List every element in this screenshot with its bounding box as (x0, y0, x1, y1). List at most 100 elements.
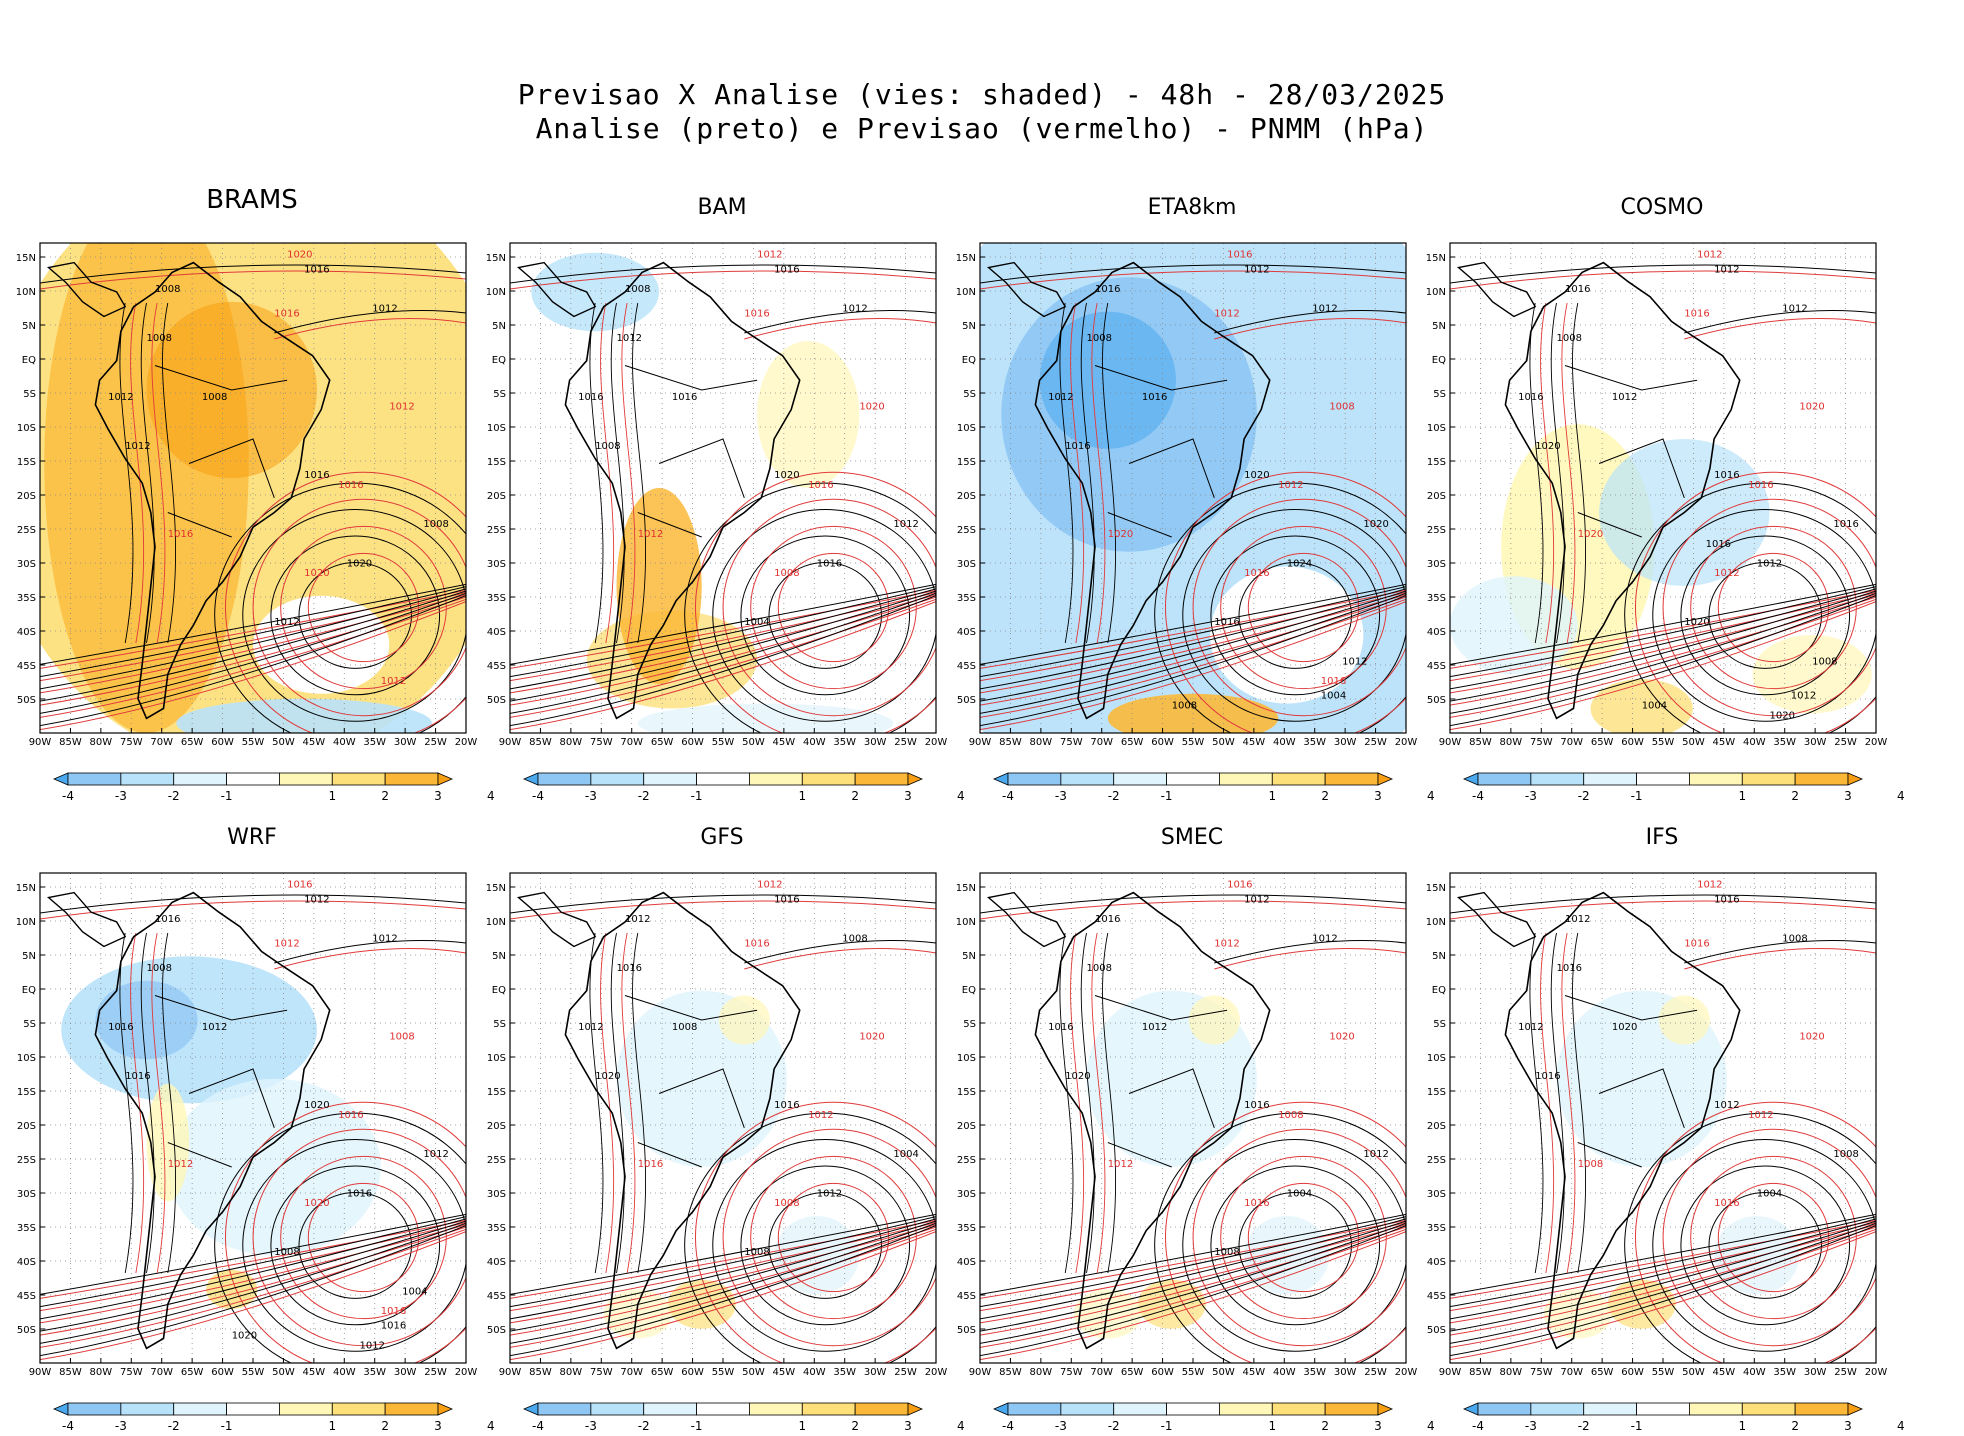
colorbar-label: -1 (221, 789, 233, 803)
longitude-tick-label: 85W (999, 1367, 1022, 1378)
isobar-label-analysis: 1016 (304, 264, 329, 275)
latitude-tick-label: 10N (956, 917, 976, 928)
colorbar-label: 3 (434, 789, 442, 803)
longitude-tick-label: 50W (1212, 1367, 1235, 1378)
colorbar-label: -2 (638, 789, 650, 803)
latitude-tick-label: 50S (487, 695, 506, 706)
latitude-tick-label: 30S (1427, 559, 1446, 570)
isobar-label-analysis: 1012 (423, 1149, 448, 1160)
longitude-tick-label: 50W (272, 737, 295, 748)
isobar-label-forecast: 1012 (1108, 1159, 1133, 1170)
colorbar-label: 2 (1791, 789, 1799, 803)
latitude-tick-label: 45S (1427, 661, 1446, 672)
panel-title: BAM (697, 195, 747, 220)
colorbar-label: -1 (221, 1419, 233, 1433)
longitude-tick-label: 80W (90, 1367, 113, 1378)
isobar-label-analysis: 1012 (372, 934, 397, 945)
latitude-tick-label: 35S (17, 593, 36, 604)
colorbar-label: -1 (1631, 1419, 1643, 1433)
isobar-label-forecast: 1016 (1244, 1198, 1269, 1209)
latitude-tick-label: 10N (1426, 917, 1446, 928)
longitude-tick-label: 50W (1682, 737, 1705, 748)
latitude-tick-label: 30S (17, 559, 36, 570)
latitude-tick-label: 5N (22, 951, 36, 962)
longitude-tick-label: 85W (1469, 737, 1492, 748)
longitude-tick-label: 70W (150, 737, 173, 748)
colorbar-label: 3 (1374, 789, 1382, 803)
latitude-tick-label: 45S (957, 661, 976, 672)
isobar-label-analysis: 1012 (1312, 934, 1337, 945)
longitude-tick-label: 75W (1060, 1367, 1083, 1378)
latitude-tick-label: 30S (1427, 1189, 1446, 1200)
isobar-label-analysis: 1008 (274, 1247, 299, 1258)
longitude-tick-label: 20W (1865, 1367, 1888, 1378)
isobar-label-analysis: 1008 (155, 284, 180, 295)
isobar-label-forecast: 1012 (168, 1159, 193, 1170)
longitude-tick-label: 50W (272, 1367, 295, 1378)
longitude-tick-label: 65W (1591, 737, 1614, 748)
latitude-tick-label: 5N (1432, 951, 1446, 962)
isobar-label-forecast: 1012 (1697, 880, 1722, 891)
longitude-tick-label: 45W (1713, 1367, 1736, 1378)
central-america-coastline (516, 891, 597, 948)
isobar-label-forecast: 1012 (1214, 939, 1239, 950)
latitude-tick-label: 50S (17, 695, 36, 706)
colorbar-label: 4 (1427, 1419, 1435, 1433)
colorbar: -4 -3 -2 -1 1 2 3 4 (992, 1402, 1435, 1433)
isobar-label-analysis: 1020 (774, 470, 799, 481)
isobar-label-analysis: 1016 (1535, 1071, 1560, 1082)
isobar-label-analysis: 1020 (1535, 441, 1560, 452)
longitude-tick-label: 90W (29, 737, 52, 748)
latitude-tick-label: 10N (16, 917, 36, 928)
colorbar-label: -4 (62, 1419, 74, 1433)
colorbar-label: -4 (1002, 1419, 1014, 1433)
isobar-label-forecast: 1016 (744, 939, 769, 950)
isobar-label-forecast: 1016 (1748, 480, 1773, 491)
isobar-label-analysis: 1012 (1757, 558, 1782, 569)
latitude-tick-label: 15N (1426, 883, 1446, 894)
isobar-label-analysis: 1012 (1342, 656, 1367, 667)
latitude-tick-label: 15N (16, 883, 36, 894)
longitude-tick-label: 25W (894, 737, 917, 748)
latitude-tick-label: 40S (487, 1257, 506, 1268)
isobar-label-analysis: 1008 (1087, 963, 1112, 974)
colorbar-label: 3 (904, 789, 912, 803)
longitude-tick-label: 30W (864, 737, 887, 748)
isobar-label-analysis: 1008 (1833, 1149, 1858, 1160)
isobar-label-analysis: 1008 (672, 1022, 697, 1033)
isobar-label-forecast: 1016 (1244, 568, 1269, 579)
latitude-tick-label: 50S (17, 1325, 36, 1336)
isobar-label-analysis: 1004 (744, 617, 769, 628)
longitude-tick-label: 35W (1773, 1367, 1796, 1378)
isobar-label-analysis: 1016 (1557, 963, 1582, 974)
isobar-label-forecast: 1012 (757, 880, 782, 891)
longitude-tick-label: 80W (90, 737, 113, 748)
latitude-tick-label: 15S (17, 1087, 36, 1098)
bias-shading (718, 995, 770, 1045)
colorbar-label: 3 (434, 1419, 442, 1433)
latitude-tick-label: EQ (492, 355, 506, 366)
latitude-tick-label: 25S (1427, 1155, 1446, 1166)
longitude-tick-label: 75W (1530, 1367, 1553, 1378)
colorbar: -4 -3 -2 -1 1 2 3 4 (522, 772, 965, 803)
colorbar-label: -2 (638, 1419, 650, 1433)
central-america-coastline (516, 261, 597, 318)
panel-map: 1016 1012 1008 1016 1012 1008 1020 1016 1012 1004… (486, 872, 965, 1433)
colorbar-label: 1 (798, 789, 806, 803)
isobar-label-analysis: 1012 (578, 1022, 603, 1033)
isobar-label-analysis: 1012 (1363, 1149, 1388, 1160)
isobar-label-analysis: 1020 (1684, 617, 1709, 628)
bias-shading (1543, 1289, 1612, 1339)
latitude-tick-label: 35S (957, 1223, 976, 1234)
latitude-tick-label: 10S (1427, 423, 1446, 434)
colorbar-label: 1 (1268, 1419, 1276, 1433)
isobar-label-analysis: 1012 (625, 914, 650, 925)
longitude-tick-label: 45W (303, 737, 326, 748)
longitude-tick-label: 65W (181, 737, 204, 748)
latitude-tick-label: 35S (1427, 1223, 1446, 1234)
latitude-tick-label: 50S (957, 695, 976, 706)
colorbar-label: -4 (1472, 789, 1484, 803)
isobar-label-analysis: 1020 (347, 558, 372, 569)
latitude-tick-label: 5S (1433, 389, 1446, 400)
panel-map: 1012 1016 1012 1008 1012 1016 1016 1020 1024 1020… (956, 242, 1435, 803)
